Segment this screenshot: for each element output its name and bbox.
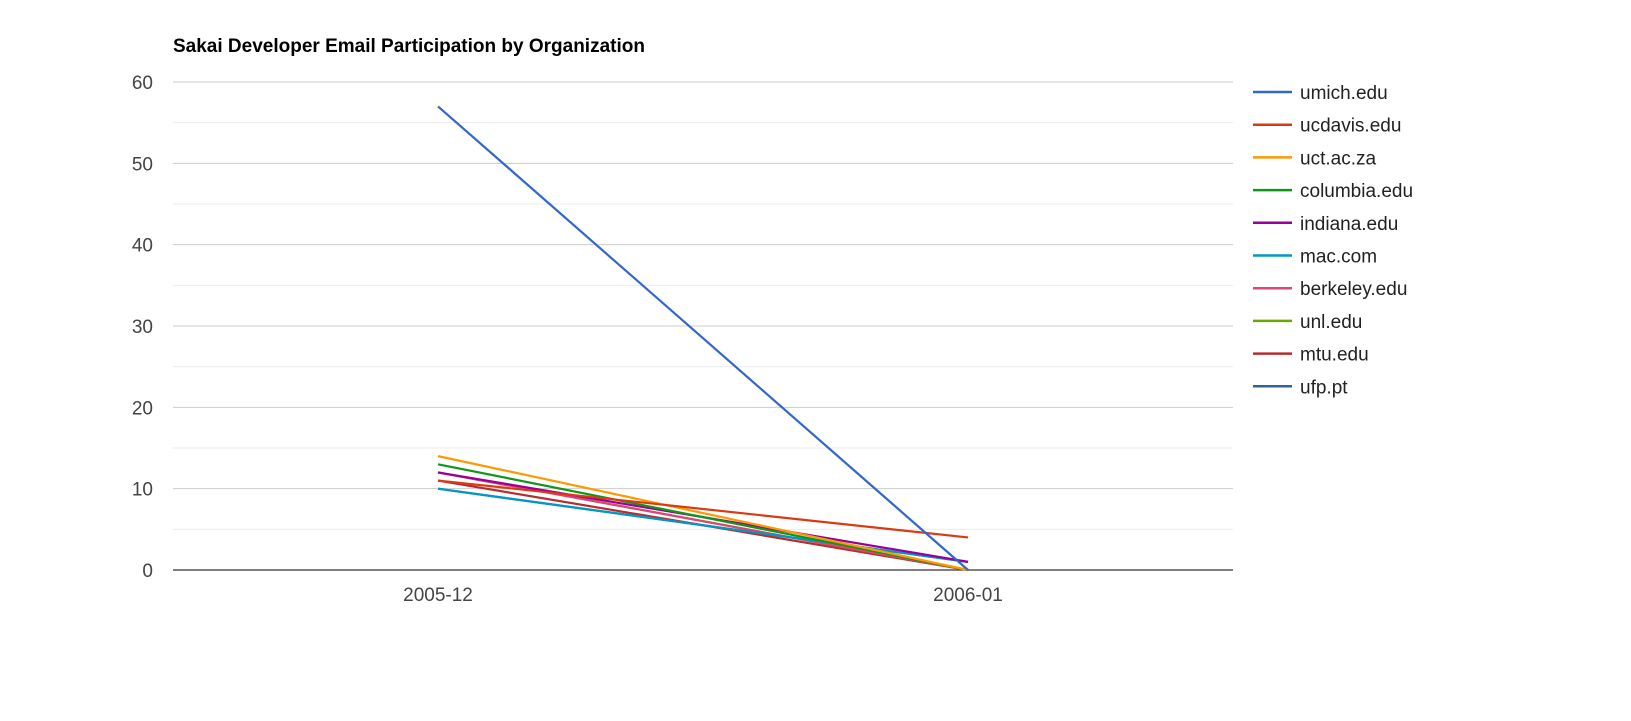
series-line-columbia-edu: [437, 463, 969, 572]
legend-label: ucdavis.edu: [1300, 116, 1401, 137]
legend: umich.edu ucdavis.edu uct.ac.za columbia.ed…: [1253, 83, 1413, 398]
legend-label: indiana.edu: [1300, 214, 1398, 235]
y-tick-label: 10: [132, 480, 153, 501]
x-axis-ticks: 2005-12 2006-01: [403, 585, 1003, 606]
x-tick-label: 2005-12: [403, 585, 473, 606]
chart-title: Sakai Developer Email Participation by O…: [173, 36, 645, 57]
legend-label: mtu.edu: [1300, 345, 1369, 366]
legend-label: mac.com: [1300, 247, 1377, 268]
y-tick-label: 30: [132, 317, 153, 338]
legend-label: uct.ac.za: [1300, 148, 1376, 169]
legend-label: ufp.pt: [1300, 377, 1348, 398]
legend-label: berkeley.edu: [1300, 279, 1407, 300]
y-tick-label: 40: [132, 236, 153, 257]
y-axis-ticks: 0 10 20 30 40 50 60: [132, 73, 153, 582]
legend-label: columbia.edu: [1300, 181, 1413, 202]
series-line-ucdavis-edu: [437, 479, 969, 539]
legend-label: umich.edu: [1300, 83, 1388, 104]
x-tick-label: 2006-01: [933, 585, 1003, 606]
y-tick-label: 20: [132, 398, 153, 419]
gridlines: [173, 81, 1233, 530]
series-line-uct-ac-za: [437, 455, 969, 572]
series-line-mac-com: [437, 487, 969, 563]
legend-label: unl.edu: [1300, 312, 1362, 333]
series-line-berkeley-edu: [437, 471, 969, 572]
series-lines: [437, 105, 969, 572]
y-tick-label: 60: [132, 73, 153, 94]
y-tick-label: 50: [132, 154, 153, 175]
y-tick-label: 0: [142, 561, 153, 582]
series-line-umich-edu: [437, 105, 969, 571]
